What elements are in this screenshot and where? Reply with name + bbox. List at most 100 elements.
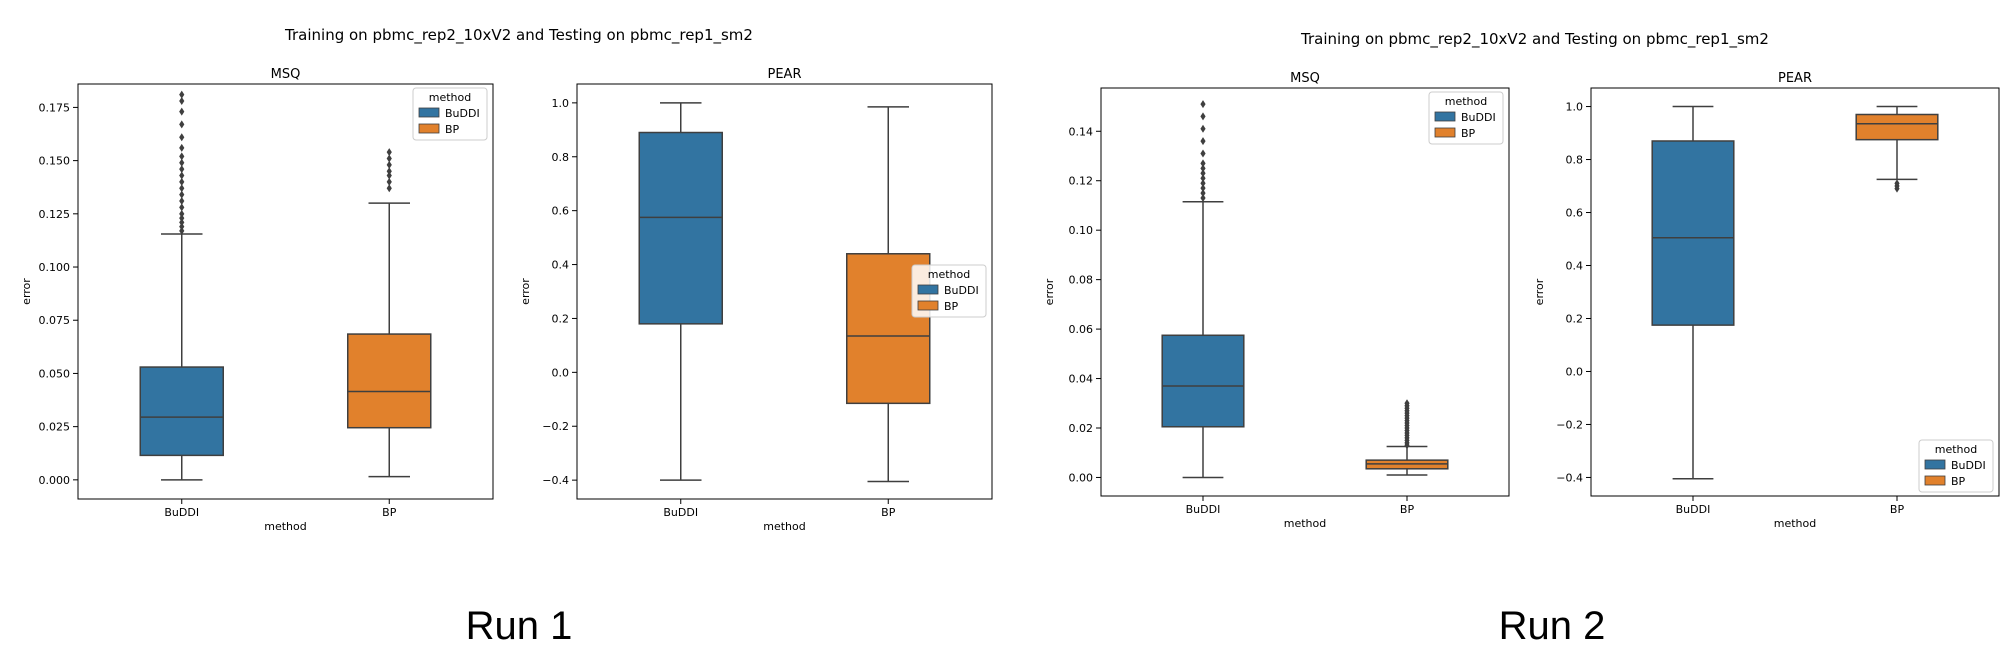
- legend: method BuDDI BP: [911, 264, 987, 318]
- outlier-point: [179, 190, 185, 199]
- legend-label-bp: BP: [944, 300, 959, 313]
- outlier-point: [179, 90, 185, 99]
- y-tick-label: 0.08: [1069, 274, 1094, 287]
- outlier-point: [1200, 174, 1206, 183]
- outlier-point: [386, 177, 392, 186]
- legend: method BuDDI BP: [1428, 91, 1504, 145]
- outlier-point: [1894, 179, 1900, 188]
- outlier-point: [179, 143, 185, 152]
- y-tick-label: −0.4: [542, 474, 569, 487]
- y-tick-label: 0.025: [39, 421, 71, 434]
- x-tick-label: BP: [1400, 503, 1415, 516]
- y-tick-label: 0.000: [39, 474, 71, 487]
- box-bp: [1365, 399, 1449, 476]
- outlier-point: [179, 209, 185, 218]
- outlier-point: [386, 184, 392, 193]
- outlier-point: [1200, 159, 1206, 168]
- legend-label-bp: BP: [1951, 475, 1966, 488]
- y-tick-label: 0.100: [39, 261, 71, 274]
- panel-title: MSQ: [271, 67, 301, 82]
- legend-swatch-buddi: [1434, 111, 1456, 122]
- box-bp: [347, 148, 432, 478]
- legend-swatch-bp: [1434, 127, 1456, 138]
- y-tick-label: 0.0: [552, 366, 570, 379]
- outlier-point: [179, 203, 185, 212]
- outlier-point: [179, 165, 185, 174]
- y-tick-label: 0.00: [1069, 471, 1094, 484]
- y-tick-label: 0.06: [1069, 323, 1094, 336]
- x-axis-label: method: [1284, 517, 1326, 530]
- y-axis-label: error: [1533, 278, 1546, 305]
- outlier-point: [1200, 137, 1206, 146]
- run2-label: Run 2: [1498, 604, 1606, 648]
- outlier-point: [386, 171, 392, 180]
- outlier-point: [179, 222, 185, 231]
- y-tick-label: 0.4: [1566, 260, 1584, 273]
- outlier-point: [1200, 112, 1206, 121]
- outlier-point: [1200, 149, 1206, 158]
- legend-swatch-buddi: [917, 284, 939, 295]
- legend-label-buddi: BuDDI: [1461, 111, 1496, 124]
- outlier-point: [386, 167, 392, 176]
- y-tick-label: 0.125: [39, 208, 71, 221]
- legend-swatch-buddi: [1924, 459, 1946, 470]
- outlier-point: [179, 214, 185, 223]
- box-buddi: [139, 90, 224, 481]
- y-tick-label: 0.02: [1069, 422, 1094, 435]
- y-tick-label: 0.175: [39, 101, 71, 114]
- legend-title: method: [429, 91, 471, 104]
- y-axis-label: error: [1043, 278, 1056, 305]
- y-tick-label: 0.050: [39, 367, 71, 380]
- outlier-point: [179, 152, 185, 161]
- y-tick-label: −0.4: [1556, 471, 1583, 484]
- y-tick-label: 0.04: [1069, 373, 1094, 386]
- y-tick-label: 1.0: [552, 97, 570, 110]
- x-tick-label: BuDDI: [663, 506, 698, 519]
- y-tick-label: 0.8: [1566, 154, 1584, 167]
- panel-title: PEAR: [768, 67, 802, 82]
- run1-label: Run 1: [465, 604, 573, 648]
- legend-swatch-bp: [1924, 475, 1946, 486]
- box-buddi: [1161, 100, 1245, 479]
- panel-title: MSQ: [1290, 71, 1320, 86]
- outlier-point: [1200, 164, 1206, 173]
- x-tick-label: BP: [382, 506, 397, 519]
- plot-frame: [1100, 87, 1510, 497]
- legend-label-buddi: BuDDI: [944, 284, 979, 297]
- x-tick-label: BP: [881, 506, 896, 519]
- y-axis-label: error: [20, 278, 33, 305]
- y-tick-label: 0.8: [552, 151, 570, 164]
- legend-label-buddi: BuDDI: [445, 107, 480, 120]
- box-bp: [1855, 105, 1939, 193]
- y-tick-label: 0.0: [1566, 365, 1584, 378]
- outlier-point: [179, 120, 185, 129]
- x-axis-label: method: [264, 520, 306, 533]
- x-tick-label: BuDDI: [1186, 503, 1221, 516]
- x-axis-label: method: [1774, 517, 1816, 530]
- y-tick-label: −0.2: [542, 420, 569, 433]
- legend-title: method: [1935, 443, 1977, 456]
- run1-suptitle: Training on pbmc_rep2_10xV2 and Testing …: [284, 26, 753, 45]
- legend-swatch-bp: [418, 123, 440, 134]
- legend-swatch-bp: [917, 300, 939, 311]
- y-tick-label: 0.6: [1566, 207, 1584, 220]
- plot-frame: [77, 83, 494, 500]
- iqr-box: [139, 366, 224, 457]
- outlier-point: [1200, 194, 1206, 203]
- outlier-point: [1200, 100, 1206, 109]
- legend-label-buddi: BuDDI: [1951, 459, 1986, 472]
- iqr-box: [347, 333, 432, 429]
- iqr-box: [638, 131, 723, 325]
- outlier-point: [179, 226, 185, 235]
- outlier-point: [179, 107, 185, 116]
- iqr-box: [1161, 334, 1245, 428]
- run2-msq-panel: MSQ 0.00 0.02 0.04 0.06 0.08 0.10 0.12 0.14 BuDDI…: [1043, 71, 1510, 530]
- legend-label-bp: BP: [445, 123, 460, 136]
- outlier-point: [179, 97, 185, 106]
- y-tick-label: 0.075: [39, 314, 71, 327]
- outlier-point: [179, 133, 185, 142]
- y-tick-label: 0.150: [39, 155, 71, 168]
- legend: method BuDDI BP: [412, 87, 488, 141]
